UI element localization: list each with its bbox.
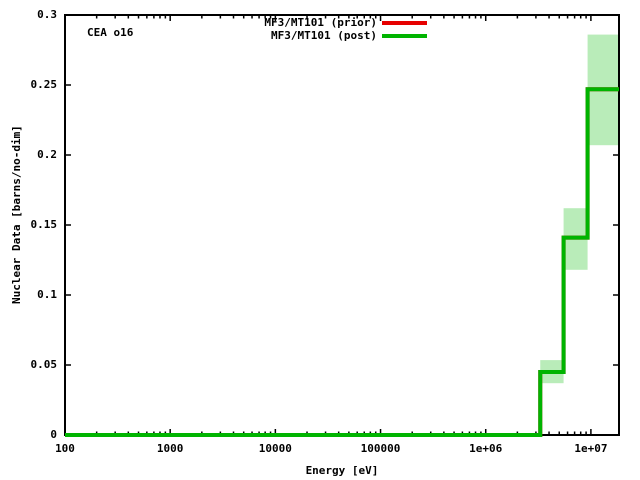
x-tick-label: 1e+06 xyxy=(469,442,503,455)
x-tick-label: 100000 xyxy=(360,442,401,455)
legend-line-sample-prior xyxy=(382,20,427,25)
y-tick-label: 0 xyxy=(50,428,57,441)
legend-entry-prior: MF3/MT101 (prior) xyxy=(264,16,427,29)
x-axis-title: Energy [eV] xyxy=(305,464,379,477)
legend-entry-post: MF3/MT101 (post) xyxy=(264,29,427,42)
y-tick-label: 0.05 xyxy=(30,358,58,371)
y-tick-label: 0.3 xyxy=(37,8,57,21)
y-tick-label: 0.15 xyxy=(30,218,58,231)
x-tick-label: 10000 xyxy=(258,442,292,455)
x-tick-label: 100 xyxy=(55,442,75,455)
y-tick-label: 0.1 xyxy=(37,288,57,301)
post-step-curve xyxy=(65,87,619,437)
dataset-label: CEA o16 xyxy=(87,26,134,39)
y-tick-label: 0.2 xyxy=(37,148,57,161)
prior-step-curve xyxy=(65,87,619,437)
plot-border xyxy=(64,14,620,436)
legend-label-prior: MF3/MT101 (prior) xyxy=(264,16,377,29)
legend: MF3/MT101 (prior) MF3/MT101 (post) xyxy=(264,16,427,42)
legend-label-post: MF3/MT101 (post) xyxy=(271,29,377,42)
x-tick-label: 1000 xyxy=(156,442,184,455)
y-tick-label: 0.25 xyxy=(30,78,58,91)
x-tick-label: 1e+07 xyxy=(574,442,608,455)
legend-line-sample-post xyxy=(382,33,427,38)
